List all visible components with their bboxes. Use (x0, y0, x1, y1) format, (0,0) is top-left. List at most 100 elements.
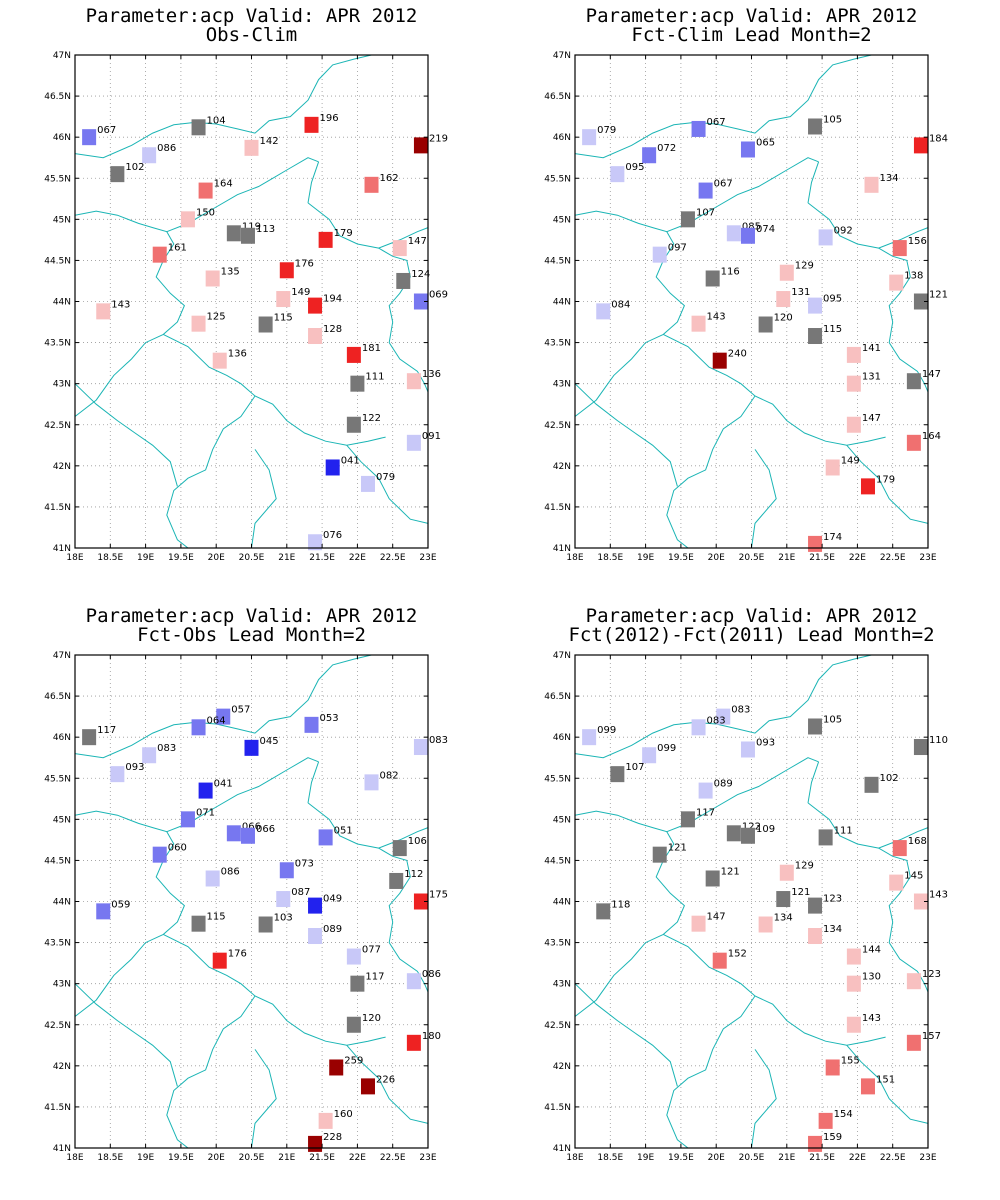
station-marker (705, 270, 720, 287)
station-marker (808, 297, 823, 314)
station-value-label: 115 (823, 324, 842, 335)
lon-tick-label: 22E (849, 553, 866, 563)
station-value-label: 120 (362, 1013, 381, 1024)
station-value-label: 176 (228, 949, 247, 960)
lon-tick-label: 22.5E (880, 553, 906, 563)
station-value-label: 102 (125, 162, 144, 173)
station-marker (212, 352, 227, 369)
station-marker (860, 1078, 875, 1095)
panel-title: Parameter:acp Valid: APR 2012 (86, 5, 418, 27)
lat-tick-label: 46.5N (44, 92, 71, 102)
station-value-label: 097 (668, 243, 687, 254)
station-value-label: 179 (876, 474, 895, 485)
lat-tick-label: 47N (553, 651, 571, 661)
station-value-label: 104 (207, 115, 226, 126)
lon-tick-label: 22.5E (380, 553, 406, 563)
lat-tick-label: 46N (553, 133, 571, 143)
lon-tick-label: 21.5E (809, 553, 835, 563)
lat-tick-label: 45.5N (544, 774, 571, 784)
station-marker (691, 315, 706, 332)
station-value-label: 196 (320, 113, 339, 124)
station-value-label: 077 (362, 945, 381, 956)
station-value-label: 060 (168, 843, 187, 854)
lat-tick-label: 45N (53, 215, 71, 225)
station-marker (652, 846, 667, 863)
station-marker (346, 346, 361, 363)
station-marker (226, 825, 241, 842)
station-value-label: 154 (834, 1109, 853, 1120)
gridlines (575, 55, 928, 548)
station-value-label: 131 (862, 372, 881, 383)
station-value-label: 184 (929, 133, 948, 144)
station-marker (846, 975, 861, 992)
lat-tick-label: 47N (53, 651, 71, 661)
station-marker (258, 316, 273, 333)
station-marker (226, 225, 241, 242)
station-marker (846, 948, 861, 965)
station-value-label: 072 (657, 143, 676, 154)
panel-title: Parameter:acp Valid: APR 2012 (86, 605, 418, 627)
lat-tick-label: 41N (553, 544, 571, 554)
lat-tick-label: 44.5N (44, 856, 71, 866)
station-value-label: 086 (157, 143, 176, 154)
station-value-label: 149 (291, 287, 310, 298)
lon-tick-label: 21.5E (309, 553, 335, 563)
station-marker (406, 1034, 421, 1051)
gridlines (575, 655, 928, 1148)
station-marker (652, 246, 667, 263)
station-value-label: 123 (922, 969, 941, 980)
station-marker (712, 952, 727, 969)
station-marker (906, 434, 921, 451)
lon-tick-label: 19E (637, 553, 654, 563)
lat-tick-label: 42.5N (544, 421, 571, 431)
station-value-label: 067 (97, 125, 116, 136)
station-marker (350, 375, 365, 392)
axis-ticks: 18E 18.5E 19E 19.5E 20E 20.5E 21E 21.5E 22E 22.5E… (544, 51, 937, 563)
lat-tick-label: 45N (53, 815, 71, 825)
station-marker (82, 129, 97, 146)
lat-tick-label: 44.5N (44, 256, 71, 266)
station-value-label: 121 (721, 866, 740, 877)
station-marker (889, 874, 904, 891)
lon-tick-label: 18E (566, 1153, 583, 1163)
station-value-label: 152 (728, 949, 747, 960)
lat-tick-label: 46N (553, 733, 571, 743)
station-marker (304, 716, 319, 733)
station-value-label: 157 (922, 1031, 941, 1042)
station-value-label: 259 (344, 1055, 363, 1066)
station-marker (413, 893, 428, 910)
station-value-label: 125 (207, 312, 226, 323)
lon-tick-label: 23E (919, 553, 936, 563)
country-borders (74, 654, 429, 1149)
station-value-label: 219 (429, 133, 448, 144)
lat-tick-label: 44.5N (544, 856, 571, 866)
lat-tick-label: 41.5N (544, 1103, 571, 1113)
station-marker (276, 891, 291, 908)
station-marker (308, 1135, 323, 1152)
station-value-label: 123 (823, 894, 842, 905)
station-value-label: 136 (228, 349, 247, 360)
station-marker (198, 782, 213, 799)
station-marker (180, 211, 195, 228)
station-marker (279, 262, 294, 279)
lat-tick-label: 42N (553, 462, 571, 472)
lon-tick-label: 23E (419, 553, 436, 563)
station-marker (913, 137, 928, 154)
station-marker (191, 915, 206, 932)
station-value-label: 095 (625, 162, 644, 173)
lat-tick-label: 42.5N (544, 1021, 571, 1031)
station-value-label: 159 (823, 1132, 842, 1143)
station-value-label: 105 (823, 714, 842, 725)
station-marker (779, 864, 794, 881)
station-marker (82, 729, 97, 746)
station-value-label: 065 (756, 137, 775, 148)
station-marker (906, 1034, 921, 1051)
lon-tick-label: 19.5E (668, 553, 694, 563)
station-marker (96, 903, 111, 920)
station-marker (364, 176, 379, 193)
station-value-label: 138 (904, 271, 923, 282)
panel-subtitle: Obs-Clim (206, 24, 298, 46)
station-value-label: 164 (214, 179, 233, 190)
station-value-label: 120 (774, 313, 793, 324)
